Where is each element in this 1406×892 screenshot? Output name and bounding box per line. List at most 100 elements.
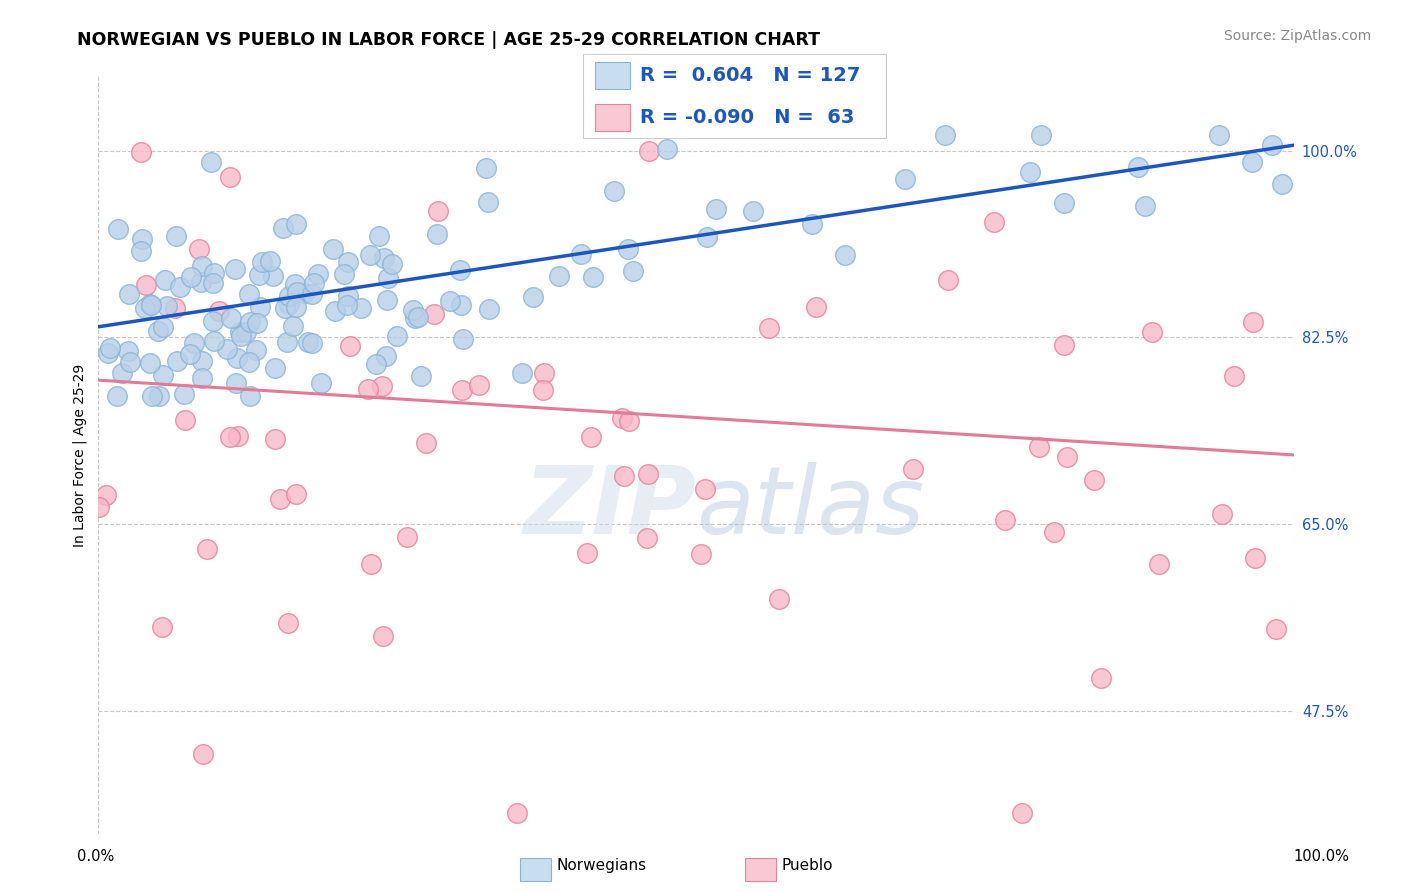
Text: Source: ZipAtlas.com: Source: ZipAtlas.com <box>1223 29 1371 44</box>
Point <box>301 286 323 301</box>
Point <box>226 429 249 443</box>
Point <box>188 242 211 256</box>
Point <box>385 328 408 343</box>
Point <box>322 242 344 256</box>
Point <box>252 254 274 268</box>
Point <box>637 467 659 482</box>
Point <box>610 410 633 425</box>
Point <box>834 248 856 262</box>
Point <box>202 266 225 280</box>
Point <box>1043 524 1066 539</box>
Point <box>262 269 284 284</box>
Point <box>146 324 169 338</box>
Point <box>152 319 174 334</box>
Point <box>98 342 121 356</box>
Point <box>426 227 449 241</box>
Point <box>613 468 636 483</box>
Point <box>636 531 658 545</box>
Point <box>506 805 529 820</box>
Point <box>118 355 141 369</box>
Y-axis label: In Labor Force | Age 25-29: In Labor Force | Age 25-29 <box>73 363 87 547</box>
Point <box>238 287 260 301</box>
Point <box>367 228 389 243</box>
Point <box>901 462 924 476</box>
Point <box>531 384 554 398</box>
Point <box>105 389 128 403</box>
Text: Pueblo: Pueblo <box>782 858 834 872</box>
Point <box>166 354 188 368</box>
Point <box>174 413 197 427</box>
Point <box>217 342 239 356</box>
Point <box>468 377 491 392</box>
Point <box>264 432 287 446</box>
Point <box>690 548 713 562</box>
Point <box>239 389 262 403</box>
Point <box>1018 165 1040 179</box>
Point <box>337 255 360 269</box>
Point <box>894 171 917 186</box>
Point <box>117 343 139 358</box>
Point <box>1222 369 1244 384</box>
Point <box>983 215 1005 229</box>
Point <box>1029 128 1052 142</box>
Point <box>375 293 398 307</box>
Point <box>366 357 388 371</box>
Point <box>617 242 640 256</box>
Point <box>406 310 429 324</box>
Point <box>1056 450 1078 464</box>
Point <box>191 370 214 384</box>
Point <box>153 273 176 287</box>
Point <box>333 267 356 281</box>
Point <box>1211 508 1233 522</box>
Point <box>139 297 162 311</box>
Point <box>415 436 437 450</box>
Point <box>292 286 315 301</box>
Point <box>1133 199 1156 213</box>
Text: atlas: atlas <box>696 462 924 554</box>
Point <box>118 287 141 301</box>
Point <box>804 300 827 314</box>
Point <box>94 488 117 502</box>
Point <box>259 253 281 268</box>
Point <box>450 383 472 397</box>
Point <box>323 304 346 318</box>
Point <box>219 311 242 326</box>
Point <box>404 310 426 325</box>
Point <box>1244 550 1267 565</box>
Text: Norwegians: Norwegians <box>557 858 647 872</box>
Point <box>208 304 231 318</box>
Point <box>304 276 326 290</box>
Point <box>423 307 446 321</box>
Point <box>173 387 195 401</box>
Point <box>696 230 718 244</box>
Point <box>758 320 780 334</box>
Point <box>169 279 191 293</box>
Point <box>371 629 394 643</box>
Text: R = -0.090   N =  63: R = -0.090 N = 63 <box>640 108 853 128</box>
Point <box>704 202 727 216</box>
Text: NORWEGIAN VS PUEBLO IN LABOR FORCE | AGE 25-29 CORRELATION CHART: NORWEGIAN VS PUEBLO IN LABOR FORCE | AGE… <box>77 31 820 49</box>
Point <box>249 301 271 315</box>
Point <box>224 261 246 276</box>
Point <box>238 355 260 369</box>
Point <box>637 144 659 158</box>
Point <box>138 355 160 369</box>
Point <box>401 303 423 318</box>
Point <box>375 349 398 363</box>
Point <box>218 430 240 444</box>
Text: 0.0%: 0.0% <box>77 849 114 863</box>
Point <box>357 383 380 397</box>
Point <box>190 275 212 289</box>
Point <box>1271 177 1294 191</box>
Text: R =  0.604   N = 127: R = 0.604 N = 127 <box>640 66 860 85</box>
Point <box>263 361 285 376</box>
Point <box>97 346 120 360</box>
Point <box>156 299 179 313</box>
Point <box>337 289 360 303</box>
Point <box>360 557 382 571</box>
Point <box>301 335 323 350</box>
Point <box>150 620 173 634</box>
Point <box>107 222 129 236</box>
Point <box>163 301 186 315</box>
Point <box>225 376 247 390</box>
